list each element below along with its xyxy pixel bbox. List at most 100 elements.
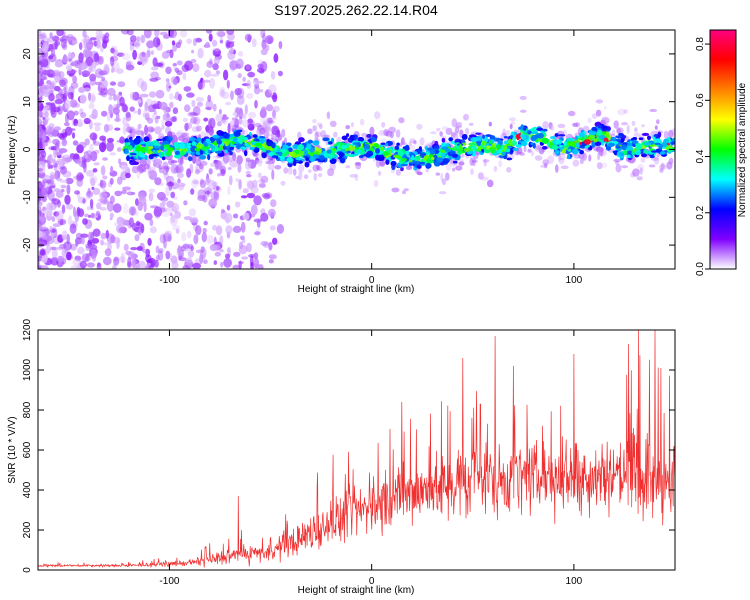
spectrogram-halo-blob: [326, 111, 331, 120]
spectrogram-noise-blob: [236, 95, 245, 105]
spectrogram-noise-blob: [176, 172, 184, 178]
spectrogram-band-blob: [222, 145, 227, 150]
spectrogram-halo-blob: [668, 157, 674, 165]
spectrogram-halo-blob: [440, 172, 444, 182]
spectrogram-noise-blob: [75, 232, 83, 240]
spectrogram-band-blob: [254, 142, 262, 147]
spectrogram-halo-blob: [482, 159, 490, 163]
spectrogram-noise-blob: [240, 235, 245, 241]
spectrogram-noise-blob: [259, 89, 264, 93]
spectrogram-noise-blob: [184, 60, 194, 71]
spectrogram-noise-blob: [147, 237, 152, 246]
spectrogram-band-blob: [132, 161, 139, 165]
spectrogram-band-blob: [182, 148, 189, 152]
spectrogram-band-blob: [151, 153, 159, 157]
spectrogram-band-blob: [174, 143, 182, 149]
spectrogram-noise-blob: [233, 213, 239, 219]
spectrogram-noise-blob: [229, 47, 235, 55]
spectrogram-noise-blob: [170, 191, 176, 199]
spectrogram-halo-blob: [458, 161, 465, 166]
spectrogram-halo-blob: [318, 166, 323, 172]
spectrogram-noise-blob: [99, 207, 107, 211]
spectrogram-noise-blob: [110, 165, 114, 174]
spectrogram-band-blob: [161, 156, 166, 161]
spectrogram-noise-blob: [39, 86, 44, 96]
spectrogram-halo-blob: [221, 116, 228, 125]
spectrogram-noise-blob: [242, 76, 246, 82]
spectrogram-noise-blob: [58, 71, 65, 79]
spectrogram-halo-blob: [445, 163, 452, 171]
spectrogram-noise-blob: [97, 55, 104, 65]
spectrogram-halo-blob: [395, 169, 401, 176]
spectrogram-halo-blob: [128, 130, 133, 134]
spectrogram-noise-blob: [91, 95, 96, 103]
spectrogram-noise-blob: [225, 253, 230, 259]
spectrogram-noise-blob: [154, 76, 161, 81]
spectrogram-halo-blob: [229, 120, 236, 128]
spectrogram-band-blob: [441, 137, 445, 143]
spectrogram-noise-blob: [121, 189, 127, 195]
spectrogram-noise-blob: [217, 160, 222, 171]
colorbar-tick-label: 0.8: [695, 37, 706, 51]
spectrogram-noise-blob: [106, 141, 114, 152]
snr-panel: -100 0 100 0 200 400 600 800 1000 1200 Height of…: [7, 318, 676, 596]
spectrogram-noise-blob: [62, 95, 66, 101]
spectrogram-halo-blob: [369, 126, 375, 136]
spectrogram-noise-blob: [189, 112, 199, 116]
spectrogram-noise-blob: [220, 91, 230, 99]
spectrogram-noise-blob: [54, 61, 63, 68]
spectrogram-band-blob: [625, 150, 634, 156]
spectrogram-noise-blob: [170, 164, 179, 174]
x-tick-label: 100: [566, 576, 583, 587]
spectrogram-band-blob: [530, 135, 537, 142]
spectrogram-noise-blob: [73, 118, 79, 127]
spectrogram-halo-blob: [451, 118, 458, 128]
spectrogram-noise-blob: [135, 211, 139, 216]
spectrogram-noise-blob: [192, 37, 197, 47]
spectrogram-band-blob: [339, 157, 346, 164]
spectrogram-noise-blob: [38, 70, 42, 74]
spectrogram-band-blob: [448, 156, 452, 160]
spectrogram-noise-blob: [251, 38, 257, 48]
spectrogram-halo-blob: [603, 147, 607, 156]
spectrogram-halo-blob: [303, 174, 309, 180]
spectrogram-noise-blob: [109, 195, 115, 204]
spectrogram-band-blob: [312, 154, 320, 159]
spectrogram-noise-blob: [54, 99, 63, 105]
spectrogram-halo-blob: [292, 168, 297, 176]
spectrogram-noise-blob: [122, 124, 127, 135]
spectrogram-noise-blob: [262, 193, 271, 200]
spectrogram-noise-blob: [81, 70, 91, 77]
spectrogram-band-blob: [187, 143, 191, 149]
spectrogram-halo-blob: [280, 180, 286, 186]
spectrogram-band-blob: [133, 137, 141, 145]
spectrogram-noise-blob: [218, 108, 222, 115]
spectrogram-noise-blob: [95, 210, 101, 217]
spectrogram-noise-blob: [99, 180, 107, 189]
spectrogram-noise-blob: [238, 260, 242, 269]
spectrogram-band-blob: [627, 143, 633, 147]
spectrogram-noise-blob: [210, 73, 220, 77]
spectrogram-noise-blob: [213, 244, 221, 252]
spectrogram-halo-blob: [200, 131, 206, 139]
spectrogram-noise-blob: [56, 158, 64, 166]
spectrogram-band-blob: [397, 150, 404, 157]
spectrogram-halo-blob: [462, 114, 466, 121]
spectrogram-noise-blob: [59, 166, 65, 170]
spectrogram-halo-blob: [252, 151, 259, 158]
spectrogram-noise-blob: [125, 64, 135, 71]
spectrogram-band-blob: [322, 137, 330, 142]
spectrogram-noise-blob: [239, 241, 244, 250]
spectrogram-band-blob: [506, 157, 513, 161]
spectrogram-noise-blob: [51, 216, 56, 222]
spectrogram-noise-blob: [84, 151, 88, 160]
spectrogram-noise-blob: [175, 164, 184, 174]
spectrogram-noise-blob: [103, 256, 112, 266]
spectrogram-noise-blob: [64, 99, 71, 110]
spectrogram-band-blob: [249, 146, 255, 151]
spectrogram-noise-blob: [66, 251, 72, 261]
spectrogram-noise-blob: [199, 179, 207, 189]
spectrogram-noise-blob: [42, 179, 52, 184]
spectrogram-band-blob: [304, 161, 310, 168]
spectrogram-band-blob: [330, 137, 335, 143]
